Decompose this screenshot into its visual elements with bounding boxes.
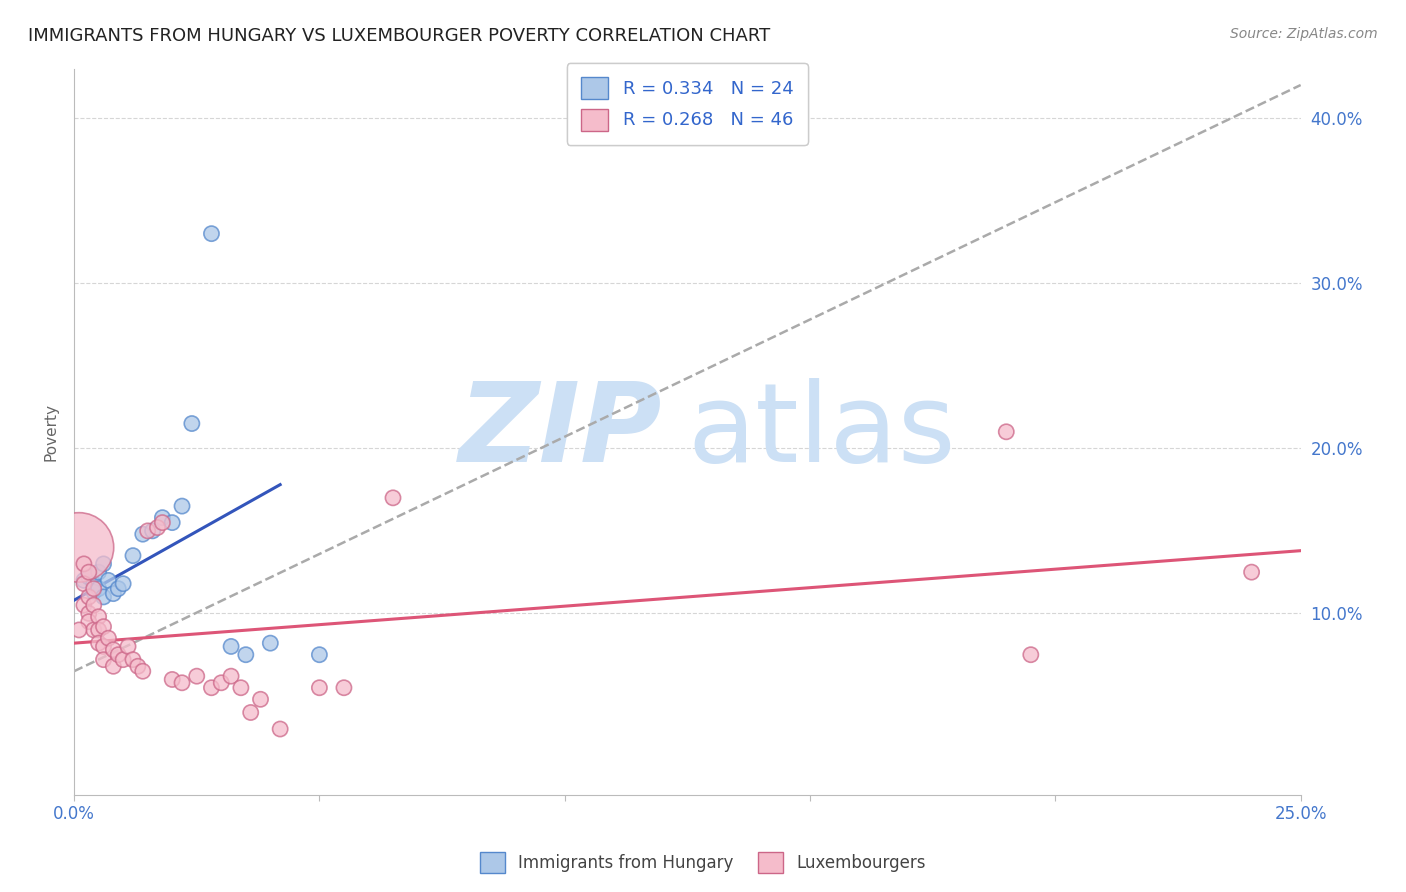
Point xyxy=(249,692,271,706)
Point xyxy=(229,681,252,695)
Point xyxy=(235,648,257,662)
Point xyxy=(87,623,110,637)
Point xyxy=(259,636,281,650)
Point xyxy=(122,549,145,563)
Point xyxy=(77,565,100,579)
Point xyxy=(308,681,330,695)
Point xyxy=(112,576,135,591)
Point xyxy=(122,653,145,667)
Point xyxy=(87,565,110,579)
Point xyxy=(87,582,110,596)
Point xyxy=(107,582,129,596)
Point xyxy=(77,590,100,604)
Point xyxy=(107,648,129,662)
Text: IMMIGRANTS FROM HUNGARY VS LUXEMBOURGER POVERTY CORRELATION CHART: IMMIGRANTS FROM HUNGARY VS LUXEMBOURGER … xyxy=(28,27,770,45)
Point xyxy=(73,598,96,612)
Point xyxy=(219,640,242,654)
Point xyxy=(103,642,125,657)
Point xyxy=(73,576,96,591)
Point xyxy=(186,669,208,683)
Text: atlas: atlas xyxy=(688,378,956,485)
Point xyxy=(83,623,105,637)
Y-axis label: Poverty: Poverty xyxy=(44,403,58,461)
Point xyxy=(995,425,1018,439)
Point xyxy=(103,659,125,673)
Point xyxy=(333,681,356,695)
Point xyxy=(77,615,100,629)
Point xyxy=(200,681,222,695)
Point xyxy=(239,706,262,720)
Point xyxy=(170,675,193,690)
Point xyxy=(382,491,405,505)
Point xyxy=(308,648,330,662)
Point xyxy=(180,417,202,431)
Point xyxy=(83,598,105,612)
Point xyxy=(93,590,115,604)
Point xyxy=(160,516,183,530)
Point xyxy=(152,510,174,524)
Point xyxy=(146,520,169,534)
Point xyxy=(73,557,96,571)
Point xyxy=(136,524,159,538)
Point xyxy=(93,640,115,654)
Point xyxy=(160,673,183,687)
Point xyxy=(142,524,165,538)
Point xyxy=(219,669,242,683)
Point xyxy=(209,675,232,690)
Point xyxy=(73,574,96,588)
Point xyxy=(83,576,105,591)
Point xyxy=(269,722,291,736)
Point xyxy=(103,586,125,600)
Legend: Immigrants from Hungary, Luxembourgers: Immigrants from Hungary, Luxembourgers xyxy=(472,846,934,880)
Point xyxy=(170,499,193,513)
Point xyxy=(132,527,155,541)
Text: Source: ZipAtlas.com: Source: ZipAtlas.com xyxy=(1230,27,1378,41)
Point xyxy=(83,582,105,596)
Point xyxy=(93,557,115,571)
Point xyxy=(112,653,135,667)
Point xyxy=(77,570,100,584)
Point xyxy=(1019,648,1042,662)
Point xyxy=(1240,565,1263,579)
Point xyxy=(200,227,222,241)
Point xyxy=(77,607,100,621)
Point xyxy=(97,631,120,645)
Point xyxy=(93,620,115,634)
Point xyxy=(127,659,149,673)
Point xyxy=(132,664,155,678)
Point xyxy=(83,585,105,599)
Point xyxy=(117,640,139,654)
Point xyxy=(67,541,90,555)
Point xyxy=(97,574,120,588)
Point xyxy=(93,653,115,667)
Point xyxy=(87,636,110,650)
Point xyxy=(152,516,174,530)
Legend: R = 0.334   N = 24, R = 0.268   N = 46: R = 0.334 N = 24, R = 0.268 N = 46 xyxy=(567,63,808,145)
Point xyxy=(67,623,90,637)
Point xyxy=(87,609,110,624)
Text: ZIP: ZIP xyxy=(460,378,662,485)
